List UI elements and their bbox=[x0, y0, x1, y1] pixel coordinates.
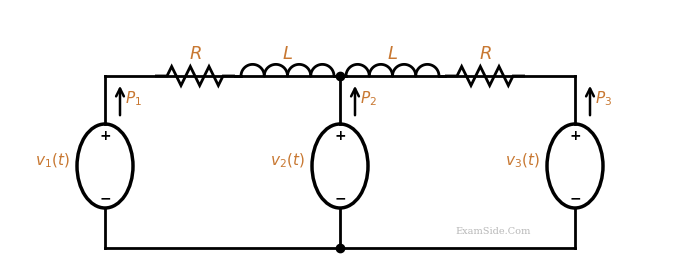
Text: $R$: $R$ bbox=[188, 45, 201, 63]
Text: −: − bbox=[334, 191, 346, 205]
Text: $L$: $L$ bbox=[282, 45, 293, 63]
Text: +: + bbox=[334, 129, 346, 143]
Text: $R$: $R$ bbox=[479, 45, 492, 63]
Text: $P_1$: $P_1$ bbox=[125, 89, 142, 108]
Text: $v_3(t)$: $v_3(t)$ bbox=[505, 152, 540, 170]
Text: $v_1(t)$: $v_1(t)$ bbox=[35, 152, 70, 170]
Text: $v_2(t)$: $v_2(t)$ bbox=[270, 152, 305, 170]
Text: +: + bbox=[99, 129, 111, 143]
Text: +: + bbox=[569, 129, 581, 143]
Text: $P_3$: $P_3$ bbox=[595, 89, 612, 108]
Text: −: − bbox=[569, 191, 581, 205]
Text: −: − bbox=[99, 191, 111, 205]
Text: $P_2$: $P_2$ bbox=[360, 89, 377, 108]
Text: ExamSide.Com: ExamSide.Com bbox=[455, 227, 530, 235]
Text: $L$: $L$ bbox=[387, 45, 398, 63]
